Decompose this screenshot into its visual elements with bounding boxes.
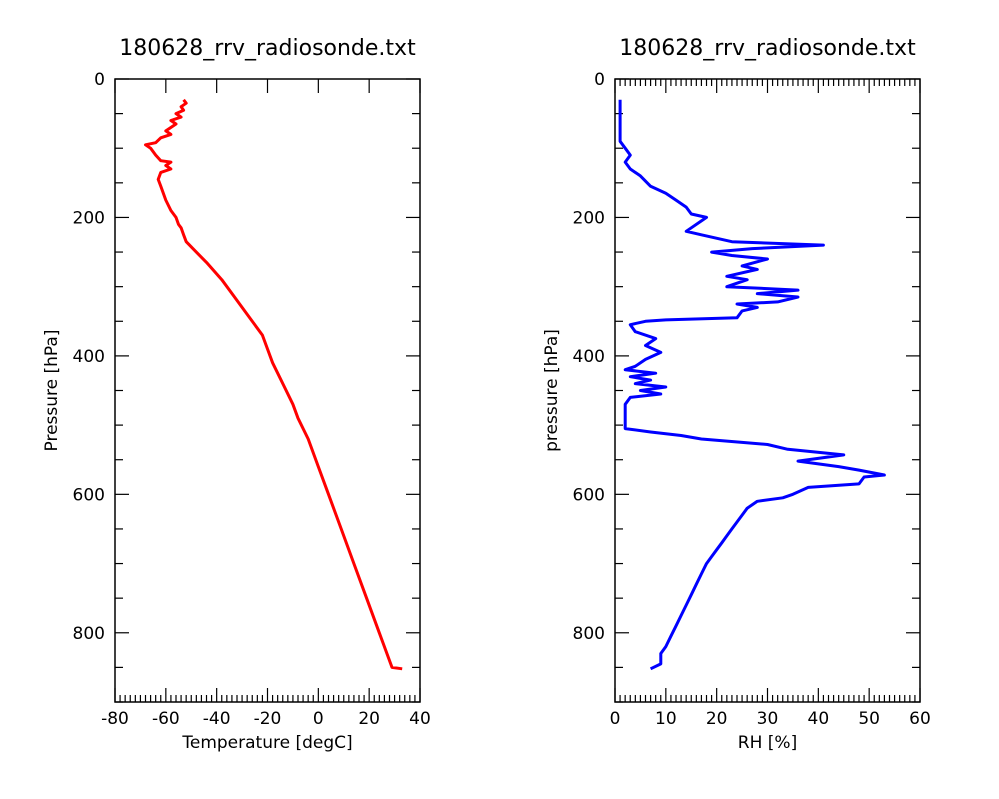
x-tick-label: -20 xyxy=(254,709,282,729)
temperature-profile-chart: 180628_rrv_radiosonde.txt -80 -60 -40 -20 0 20… xyxy=(42,36,431,753)
plot-frame xyxy=(614,78,921,703)
y-tick-label: 600 xyxy=(73,485,105,505)
x-tick-label: -80 xyxy=(101,709,129,729)
y-tick-label: 400 xyxy=(573,347,605,367)
series-line xyxy=(618,99,886,671)
x-tick-label: 40 xyxy=(808,709,830,729)
x-axis-label: RH [%] xyxy=(738,733,797,753)
x-tick-label: 40 xyxy=(409,709,431,729)
x-tick-label: -40 xyxy=(203,709,231,729)
series-line xyxy=(144,98,403,671)
y-tick-label: 400 xyxy=(73,347,105,367)
x-tick-label: 50 xyxy=(858,709,880,729)
y-tick-label: 200 xyxy=(573,208,605,228)
x-tick-label: -60 xyxy=(152,709,180,729)
x-tick-label: 0 xyxy=(313,709,324,729)
x-tick-label: 10 xyxy=(655,709,677,729)
y-tick-label: 600 xyxy=(573,485,605,505)
chart-title: 180628_rrv_radiosonde.txt xyxy=(119,36,416,61)
x-axis-label: Temperature [degC] xyxy=(181,733,352,753)
y-tick-label: 0 xyxy=(94,70,105,90)
x-tick-label: 0 xyxy=(610,709,621,729)
y-tick-label: 800 xyxy=(573,624,605,644)
chart-title: 180628_rrv_radiosonde.txt xyxy=(619,36,916,61)
y-axis-label: Pressure [hPa] xyxy=(42,330,62,452)
x-tick-label: 60 xyxy=(909,709,931,729)
y-axis-label: pressure [hPa] xyxy=(542,329,562,452)
x-tick-label: 30 xyxy=(757,709,779,729)
x-tick-label: 20 xyxy=(706,709,728,729)
y-tick-label: 0 xyxy=(594,70,605,90)
y-tick-label: 800 xyxy=(73,624,105,644)
x-tick-label: 20 xyxy=(358,709,380,729)
y-tick-label: 200 xyxy=(73,208,105,228)
